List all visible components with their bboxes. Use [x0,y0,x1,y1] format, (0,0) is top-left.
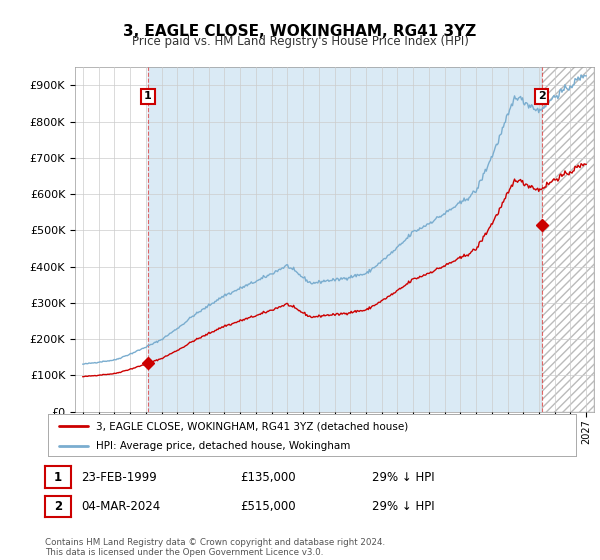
Text: 04-MAR-2024: 04-MAR-2024 [81,500,160,514]
Text: 2: 2 [54,500,62,514]
Text: 1: 1 [144,91,152,101]
Text: 3, EAGLE CLOSE, WOKINGHAM, RG41 3YZ: 3, EAGLE CLOSE, WOKINGHAM, RG41 3YZ [124,24,476,39]
Text: 29% ↓ HPI: 29% ↓ HPI [372,500,434,514]
Text: 2: 2 [538,91,545,101]
Bar [148,67,542,412]
Text: £135,000: £135,000 [240,470,296,484]
Text: £515,000: £515,000 [240,500,296,514]
Text: 3, EAGLE CLOSE, WOKINGHAM, RG41 3YZ (detached house): 3, EAGLE CLOSE, WOKINGHAM, RG41 3YZ (det… [95,421,408,431]
Text: Contains HM Land Registry data © Crown copyright and database right 2024.
This d: Contains HM Land Registry data © Crown c… [45,538,385,557]
Text: 1: 1 [54,470,62,484]
Text: Price paid vs. HM Land Registry's House Price Index (HPI): Price paid vs. HM Land Registry's House … [131,35,469,48]
Text: 23-FEB-1999: 23-FEB-1999 [81,470,157,484]
Text: HPI: Average price, detached house, Wokingham: HPI: Average price, detached house, Woki… [95,441,350,451]
Text: 29% ↓ HPI: 29% ↓ HPI [372,470,434,484]
